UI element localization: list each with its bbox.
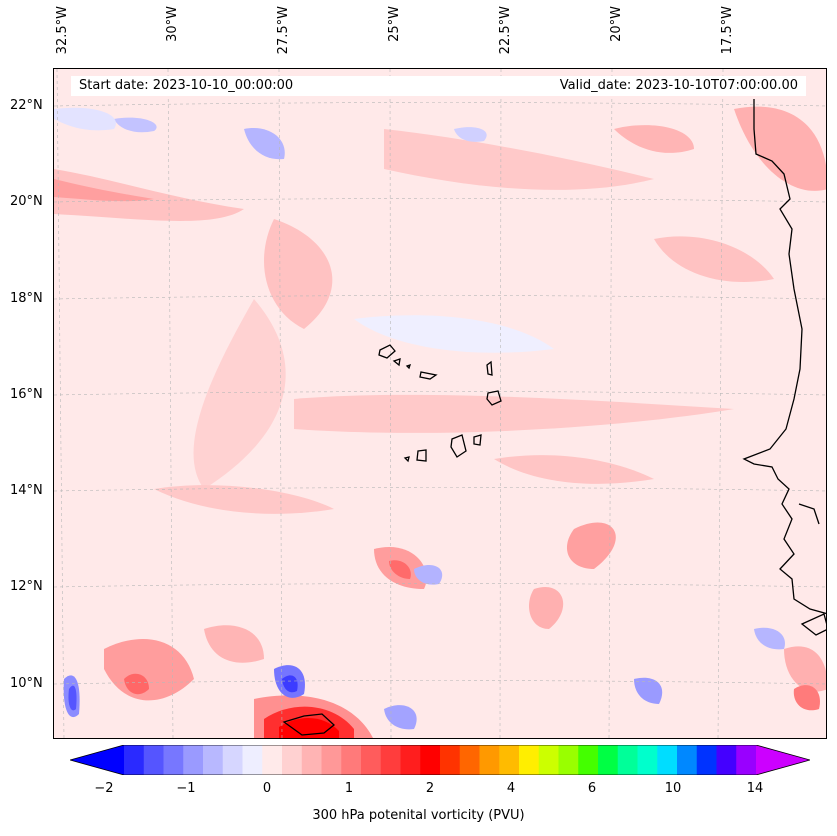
colorbar-tick-label: 0	[262, 781, 272, 796]
colorbar-extend-max	[756, 745, 810, 775]
colorbar-segment	[637, 745, 658, 775]
colorbar-segment	[598, 745, 619, 775]
colorbar-segment	[400, 745, 421, 775]
colorbar-segment	[163, 745, 184, 775]
colorbar-segment	[282, 745, 303, 775]
colorbar-segment	[499, 745, 520, 775]
colorbar-segment	[519, 745, 540, 775]
colorbar-tick-label: −1	[176, 781, 196, 796]
colorbar-segment	[361, 745, 382, 775]
colorbar-tick-label: 6	[587, 781, 597, 796]
valid-date-label: Valid_date: 2023-10-10T07:00:00.00	[559, 78, 798, 93]
lon-label: 17.5°W	[720, 6, 735, 55]
lon-label: 30°W	[165, 6, 180, 42]
colorbar-segment	[696, 745, 717, 775]
lat-label: 22°N	[10, 98, 43, 113]
lat-label: 14°N	[10, 483, 43, 498]
colorbar-segment	[677, 745, 698, 775]
colorbar-tick-label: 2	[425, 781, 435, 796]
colorbar-segment	[716, 745, 737, 775]
islands	[282, 344, 502, 736]
colorbar-segment	[124, 745, 145, 775]
colorbar-segment	[657, 745, 678, 775]
colorbar-segment	[203, 745, 224, 775]
colorbar-segment	[440, 745, 461, 775]
colorbar-segment	[558, 745, 579, 775]
colorbar-segment	[301, 745, 322, 775]
colorbar-tick-label: 14	[746, 781, 764, 796]
colorbar-segment	[459, 745, 480, 775]
colorbar-segment	[222, 745, 243, 775]
colorbar-segment	[183, 745, 204, 775]
colorbar-tick-label: −2	[94, 781, 114, 796]
lon-label: 25°W	[387, 6, 402, 42]
colorbar-tick-label: 10	[664, 781, 682, 796]
pv-contours-positive	[54, 106, 826, 738]
lat-label: 10°N	[10, 676, 43, 691]
coastline	[742, 99, 826, 636]
colorbar-title: 300 hPa potenital vorticity (PVU)	[312, 808, 525, 823]
colorbar-tick-label: 1	[344, 781, 354, 796]
lat-label: 12°N	[10, 579, 43, 594]
colorbar-segment	[143, 745, 164, 775]
date-info-bar: Start date: 2023-10-10_00:00:00 Valid_da…	[71, 76, 806, 96]
map-panel: Start date: 2023-10-10_00:00:00 Valid_da…	[53, 68, 827, 739]
colorbar-segment	[242, 745, 263, 775]
colorbar-segment	[321, 745, 342, 775]
colorbar-segment	[617, 745, 638, 775]
lon-label: 32.5°W	[55, 6, 70, 55]
colorbar-extend-min	[70, 745, 124, 775]
colorbar-segment	[341, 745, 362, 775]
lon-label: 20°W	[609, 6, 624, 42]
colorbar-tick-label: 4	[506, 781, 516, 796]
lat-label: 18°N	[10, 291, 43, 306]
colorbar-segment	[538, 745, 559, 775]
lon-label: 27.5°W	[276, 6, 291, 55]
colorbar-segment	[420, 745, 441, 775]
start-date-label: Start date: 2023-10-10_00:00:00	[79, 78, 294, 93]
pv-contours-negative	[54, 107, 785, 730]
colorbar-segment	[479, 745, 500, 775]
colorbar-segment	[262, 745, 283, 775]
graticule	[54, 69, 826, 738]
lat-label: 20°N	[10, 194, 43, 209]
colorbar-segment	[380, 745, 401, 775]
pv-field	[54, 69, 826, 738]
lon-label: 22.5°W	[498, 6, 513, 55]
colorbar-segment	[578, 745, 599, 775]
colorbar-segment	[736, 745, 757, 775]
colorbar	[70, 745, 810, 775]
lat-label: 16°N	[10, 387, 43, 402]
